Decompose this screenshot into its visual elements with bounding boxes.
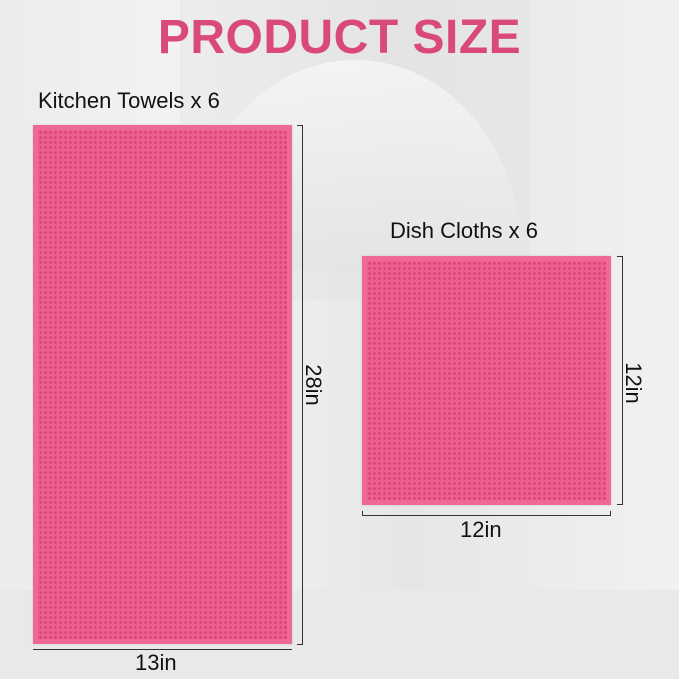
width-dimension-line (362, 515, 611, 516)
dimension-tick (617, 256, 623, 257)
kitchen-towels-label: Kitchen Towels x 6 (38, 88, 220, 113)
dish-cloth-image (362, 256, 611, 505)
width-dimension-line (33, 649, 292, 650)
height-dimension-line (302, 125, 303, 645)
dish-cloth-height: 12in (620, 362, 646, 404)
kitchen-towel-image (33, 125, 292, 644)
height-dimension-line (622, 256, 623, 505)
dimension-tick (297, 125, 303, 126)
kitchen-towel-height: 28in (300, 364, 326, 406)
dimension-tick (617, 504, 623, 505)
kitchen-towel-width: 13in (135, 650, 177, 675)
dish-cloth-width: 12in (460, 517, 502, 542)
page-title: PRODUCT SIZE (157, 11, 522, 64)
dimension-tick (297, 644, 303, 645)
dimension-tick (610, 511, 611, 516)
dish-cloths-label: Dish Cloths x 6 (390, 218, 538, 243)
dimension-tick (362, 511, 363, 516)
